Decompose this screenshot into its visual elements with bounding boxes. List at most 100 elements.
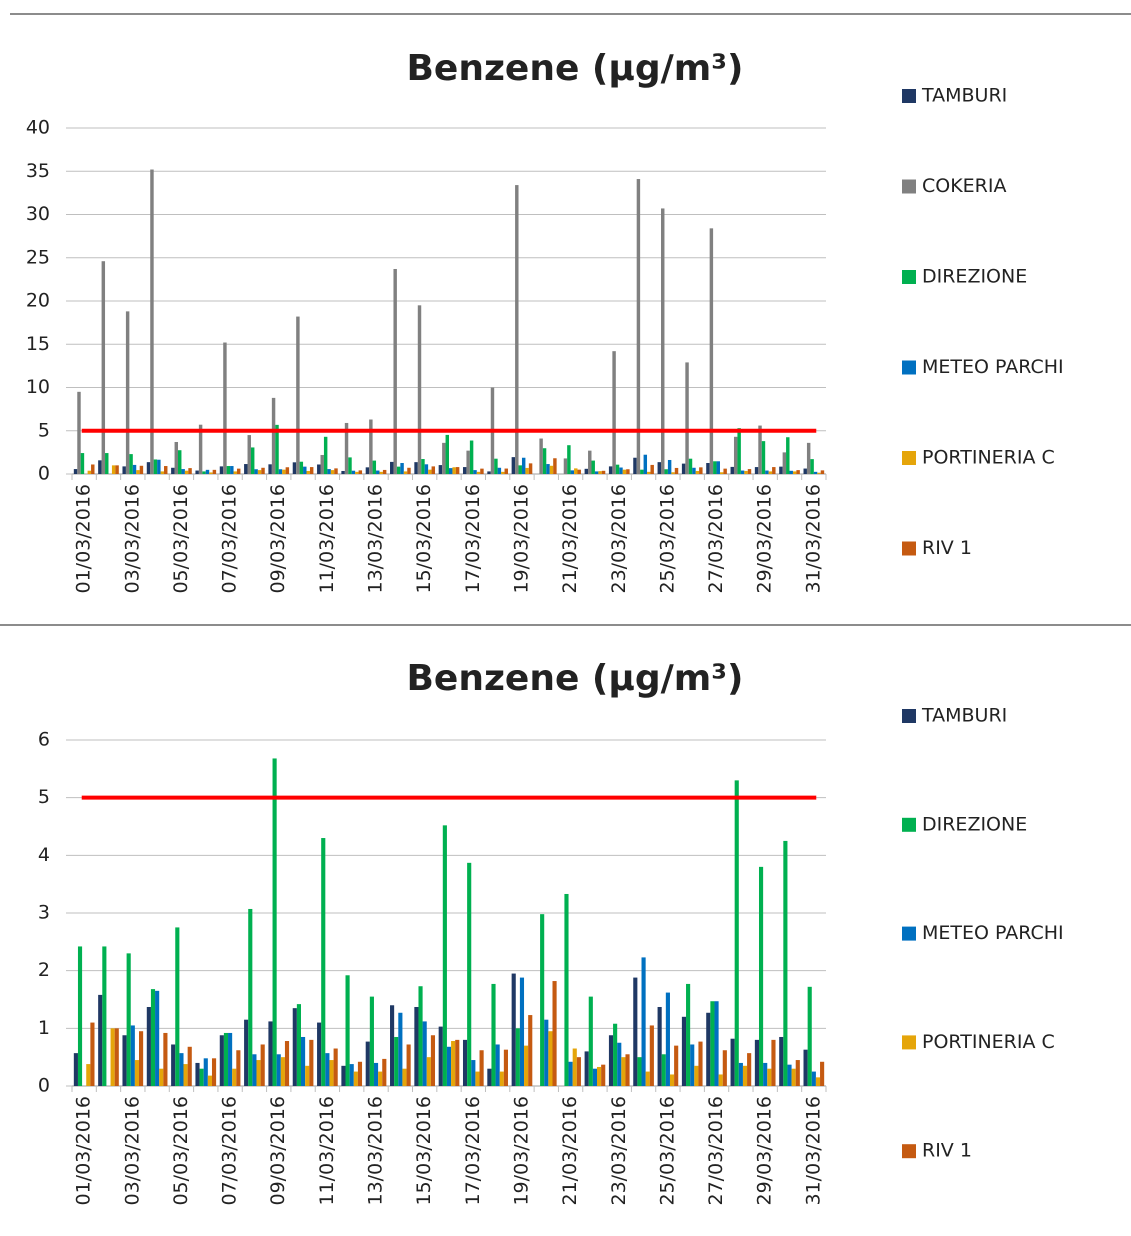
bar — [567, 445, 571, 474]
legend-label: RIV 1 — [922, 537, 972, 559]
bar — [139, 465, 144, 474]
bar — [358, 470, 363, 474]
y-tick-label: 15 — [26, 333, 50, 355]
bar — [303, 466, 307, 474]
bar — [469, 440, 474, 474]
bar — [233, 471, 237, 474]
bar — [577, 469, 581, 474]
x-tick-label: 21/03/2016 — [559, 1096, 581, 1206]
legend-swatch — [902, 1144, 916, 1159]
bar — [77, 946, 83, 1086]
bar — [438, 1026, 443, 1086]
x-tick-label: 05/03/2016 — [170, 1096, 192, 1206]
bar — [667, 459, 672, 474]
bar — [584, 468, 589, 474]
bar — [365, 467, 370, 474]
bar — [475, 1071, 480, 1086]
bar — [570, 470, 575, 474]
bar — [592, 1068, 598, 1086]
bar — [718, 1074, 723, 1086]
bar — [767, 1068, 772, 1086]
bar — [150, 989, 156, 1086]
bar — [351, 470, 356, 474]
bar — [321, 838, 326, 1086]
bar — [688, 458, 693, 474]
bar — [779, 1036, 784, 1086]
bar — [625, 1054, 630, 1086]
bar — [810, 459, 814, 474]
bar — [236, 1050, 241, 1086]
bar — [329, 1060, 334, 1086]
bar — [398, 1012, 403, 1086]
bar — [334, 468, 338, 474]
bar — [674, 467, 679, 474]
bar — [203, 1058, 208, 1086]
bar — [160, 471, 165, 474]
bar — [568, 1061, 573, 1086]
bar — [244, 1019, 249, 1086]
x-tick-label: 15/03/2016 — [413, 484, 435, 594]
bar — [111, 465, 116, 474]
bar — [309, 467, 314, 474]
y-tick-label: 2 — [38, 959, 50, 981]
bar — [738, 1062, 743, 1086]
bar — [515, 185, 519, 474]
bar — [740, 470, 745, 474]
x-tick-label: 13/03/2016 — [365, 484, 387, 594]
bar — [758, 866, 764, 1086]
x-tick-label: 09/03/2016 — [267, 1096, 289, 1206]
bar — [681, 1016, 687, 1086]
bar — [122, 1035, 127, 1086]
bar — [421, 459, 425, 474]
bar — [236, 468, 241, 474]
bar — [576, 1057, 581, 1086]
bar — [248, 908, 253, 1086]
bar — [333, 1048, 338, 1086]
x-tick-label: 27/03/2016 — [705, 1096, 727, 1206]
bar — [714, 1001, 719, 1086]
y-tick-label: 35 — [26, 160, 50, 182]
x-tick-label: 01/03/2016 — [73, 1096, 95, 1206]
bar — [276, 1054, 281, 1086]
bar — [390, 1005, 395, 1086]
bar — [467, 862, 472, 1086]
bar — [803, 1049, 808, 1086]
bar — [134, 1060, 140, 1086]
x-tick-label: 03/03/2016 — [121, 1096, 143, 1206]
bar — [373, 1062, 379, 1086]
bar — [608, 466, 613, 474]
bar — [665, 992, 670, 1086]
bar — [250, 447, 255, 474]
bar — [195, 1062, 200, 1086]
x-tick-label: 19/03/2016 — [510, 1096, 532, 1206]
bar — [198, 424, 203, 474]
bar — [734, 780, 739, 1086]
x-tick-label: 07/03/2016 — [219, 484, 241, 594]
bar — [706, 463, 710, 474]
x-tick-label: 13/03/2016 — [365, 1096, 387, 1206]
bar — [86, 1064, 91, 1086]
legend-label: METEO PARCHI — [922, 922, 1064, 944]
legend-label: DIREZIONE — [922, 813, 1027, 835]
bar — [754, 1039, 759, 1086]
bar — [783, 840, 788, 1086]
bar — [524, 1045, 529, 1086]
bar — [549, 465, 554, 474]
bar — [431, 466, 436, 474]
bar — [452, 467, 456, 474]
legend-label: COKERIA — [922, 175, 1007, 197]
bar — [633, 457, 637, 474]
bar — [146, 462, 151, 474]
bar — [528, 463, 533, 474]
x-tick-label: 07/03/2016 — [219, 1096, 241, 1206]
x-tick-label: 11/03/2016 — [316, 484, 338, 594]
bar — [323, 436, 328, 474]
y-tick-label: 10 — [26, 376, 50, 398]
bar — [744, 470, 748, 474]
bar — [422, 1021, 427, 1086]
x-tick-label: 31/03/2016 — [802, 1096, 824, 1206]
bar — [442, 825, 447, 1086]
bar — [650, 464, 654, 474]
bar — [553, 458, 557, 474]
bar — [528, 1015, 533, 1086]
